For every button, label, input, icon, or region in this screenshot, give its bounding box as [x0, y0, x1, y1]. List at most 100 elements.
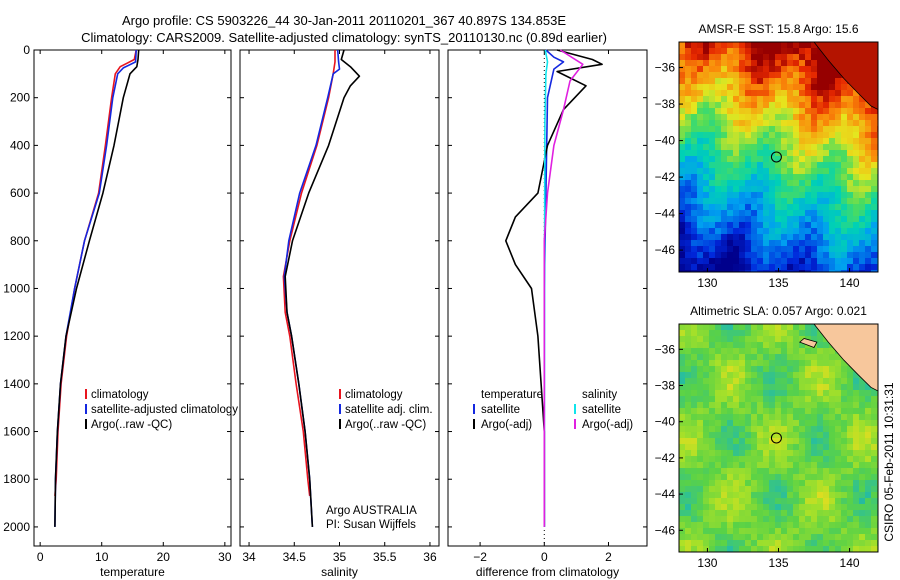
sst_map-cell	[721, 258, 728, 265]
sla_map-cell	[781, 336, 788, 343]
sst_map-cell	[691, 240, 698, 247]
sst_map-cell	[733, 114, 740, 121]
sst_map-cell	[793, 84, 800, 91]
sst_map-cell	[727, 60, 734, 67]
sst_map-cell	[709, 174, 716, 181]
sst_map-cell	[841, 96, 848, 103]
sla_map-cell	[679, 324, 686, 331]
sst_map-cell	[757, 246, 764, 253]
sst_map-cell	[745, 192, 752, 199]
sst_map-cell	[823, 198, 830, 205]
sla_map-cell	[769, 534, 776, 541]
sla_map-cell	[859, 486, 866, 493]
sla_map-cell	[721, 330, 728, 337]
sla_map-cell	[697, 390, 704, 397]
sst_map-cell	[697, 228, 704, 235]
sst_map-cell	[757, 204, 764, 211]
sla_map-cell	[763, 396, 770, 403]
sla_map-cell	[865, 438, 872, 445]
sst_map-cell	[727, 210, 734, 217]
sst_map-cell	[859, 234, 866, 241]
sla_map-cell	[685, 384, 692, 391]
sla_map-cell	[793, 540, 800, 547]
sla_map-cell	[769, 540, 776, 547]
sla_map-cell	[691, 390, 698, 397]
sst_map-cell	[793, 198, 800, 205]
sst_map-cell	[751, 174, 758, 181]
sst_map-cell	[685, 216, 692, 223]
sla_map-cell	[823, 456, 830, 463]
sla_map-cell	[817, 330, 824, 337]
sst_map-cell	[859, 270, 866, 273]
sst_map-cell	[679, 42, 686, 49]
sla_map-cell	[853, 522, 860, 529]
sst_map-cell	[685, 114, 692, 121]
sla_map-cell	[691, 534, 698, 541]
sla_map-cell	[757, 474, 764, 481]
sst_map-cell	[865, 252, 872, 259]
sla_map-cell	[691, 408, 698, 415]
sst_map-cell	[829, 162, 836, 169]
temperature-xtick-label: 20	[157, 550, 171, 564]
sst_map-cell	[841, 162, 848, 169]
sla_map-cell	[727, 528, 734, 535]
sst_map-cell	[865, 168, 872, 175]
sla_map-cell	[823, 342, 830, 349]
sla_map-cell	[715, 378, 722, 385]
sla_map-cell	[823, 504, 830, 511]
sst_map-cell	[691, 144, 698, 151]
sst_map-cell	[829, 72, 836, 79]
sst_map-cell	[823, 108, 830, 115]
sst_map-cell	[721, 180, 728, 187]
sst_map-cell	[763, 192, 770, 199]
sla_map-cell	[697, 378, 704, 385]
sst_map-cell	[799, 120, 806, 127]
sla_map-cell	[841, 366, 848, 373]
sla_map-cell	[733, 372, 740, 379]
sla_map-cell	[787, 438, 794, 445]
sst_map-cell	[835, 108, 842, 115]
sst_map-cell	[847, 84, 854, 91]
sla_map-cell	[823, 510, 830, 517]
sst_map-cell	[757, 210, 764, 217]
sst_map-cell	[679, 126, 686, 133]
sst_map-cell	[829, 114, 836, 121]
sst_map-cell	[739, 198, 746, 205]
sst_map-cell	[781, 228, 788, 235]
sst_map-cell	[763, 144, 770, 151]
sla_map-cell	[793, 390, 800, 397]
sla_map-cell	[721, 456, 728, 463]
sst_map-cell	[715, 96, 722, 103]
sla_map-cell	[787, 450, 794, 457]
sst_map-cell	[685, 180, 692, 187]
sst_map-cell	[763, 258, 770, 265]
sla_map-cell	[733, 528, 740, 535]
sst_map-cell	[853, 264, 860, 271]
sla_map-cell	[781, 432, 788, 439]
sst_map-cell	[823, 138, 830, 145]
sst_map-cell	[679, 48, 686, 55]
sla_map-cell	[709, 474, 716, 481]
sla_map-title: Altimetric SLA: 0.057 Argo: 0.021	[690, 304, 867, 318]
sst_map-cell	[745, 126, 752, 133]
sla_map-cell	[787, 342, 794, 349]
sst_map-cell	[715, 216, 722, 223]
sst_map-cell	[859, 240, 866, 247]
sst_map-cell	[691, 168, 698, 175]
sst_map-cell	[763, 120, 770, 127]
sla_map-cell	[679, 480, 686, 487]
sst_map-cell	[853, 216, 860, 223]
sst_map-cell	[775, 144, 782, 151]
sst_map-cell	[757, 192, 764, 199]
sst_map-cell	[763, 102, 770, 109]
sst_map-cell	[715, 186, 722, 193]
sst_map-xtick-label: 140	[840, 276, 860, 290]
sst_map-cell	[751, 126, 758, 133]
sst_map-cell	[685, 210, 692, 217]
sla_map-cell	[715, 348, 722, 355]
sst_map-cell	[781, 102, 788, 109]
sla_map-cell	[703, 492, 710, 499]
sla_map-cell	[859, 504, 866, 511]
sla_map-cell	[727, 468, 734, 475]
